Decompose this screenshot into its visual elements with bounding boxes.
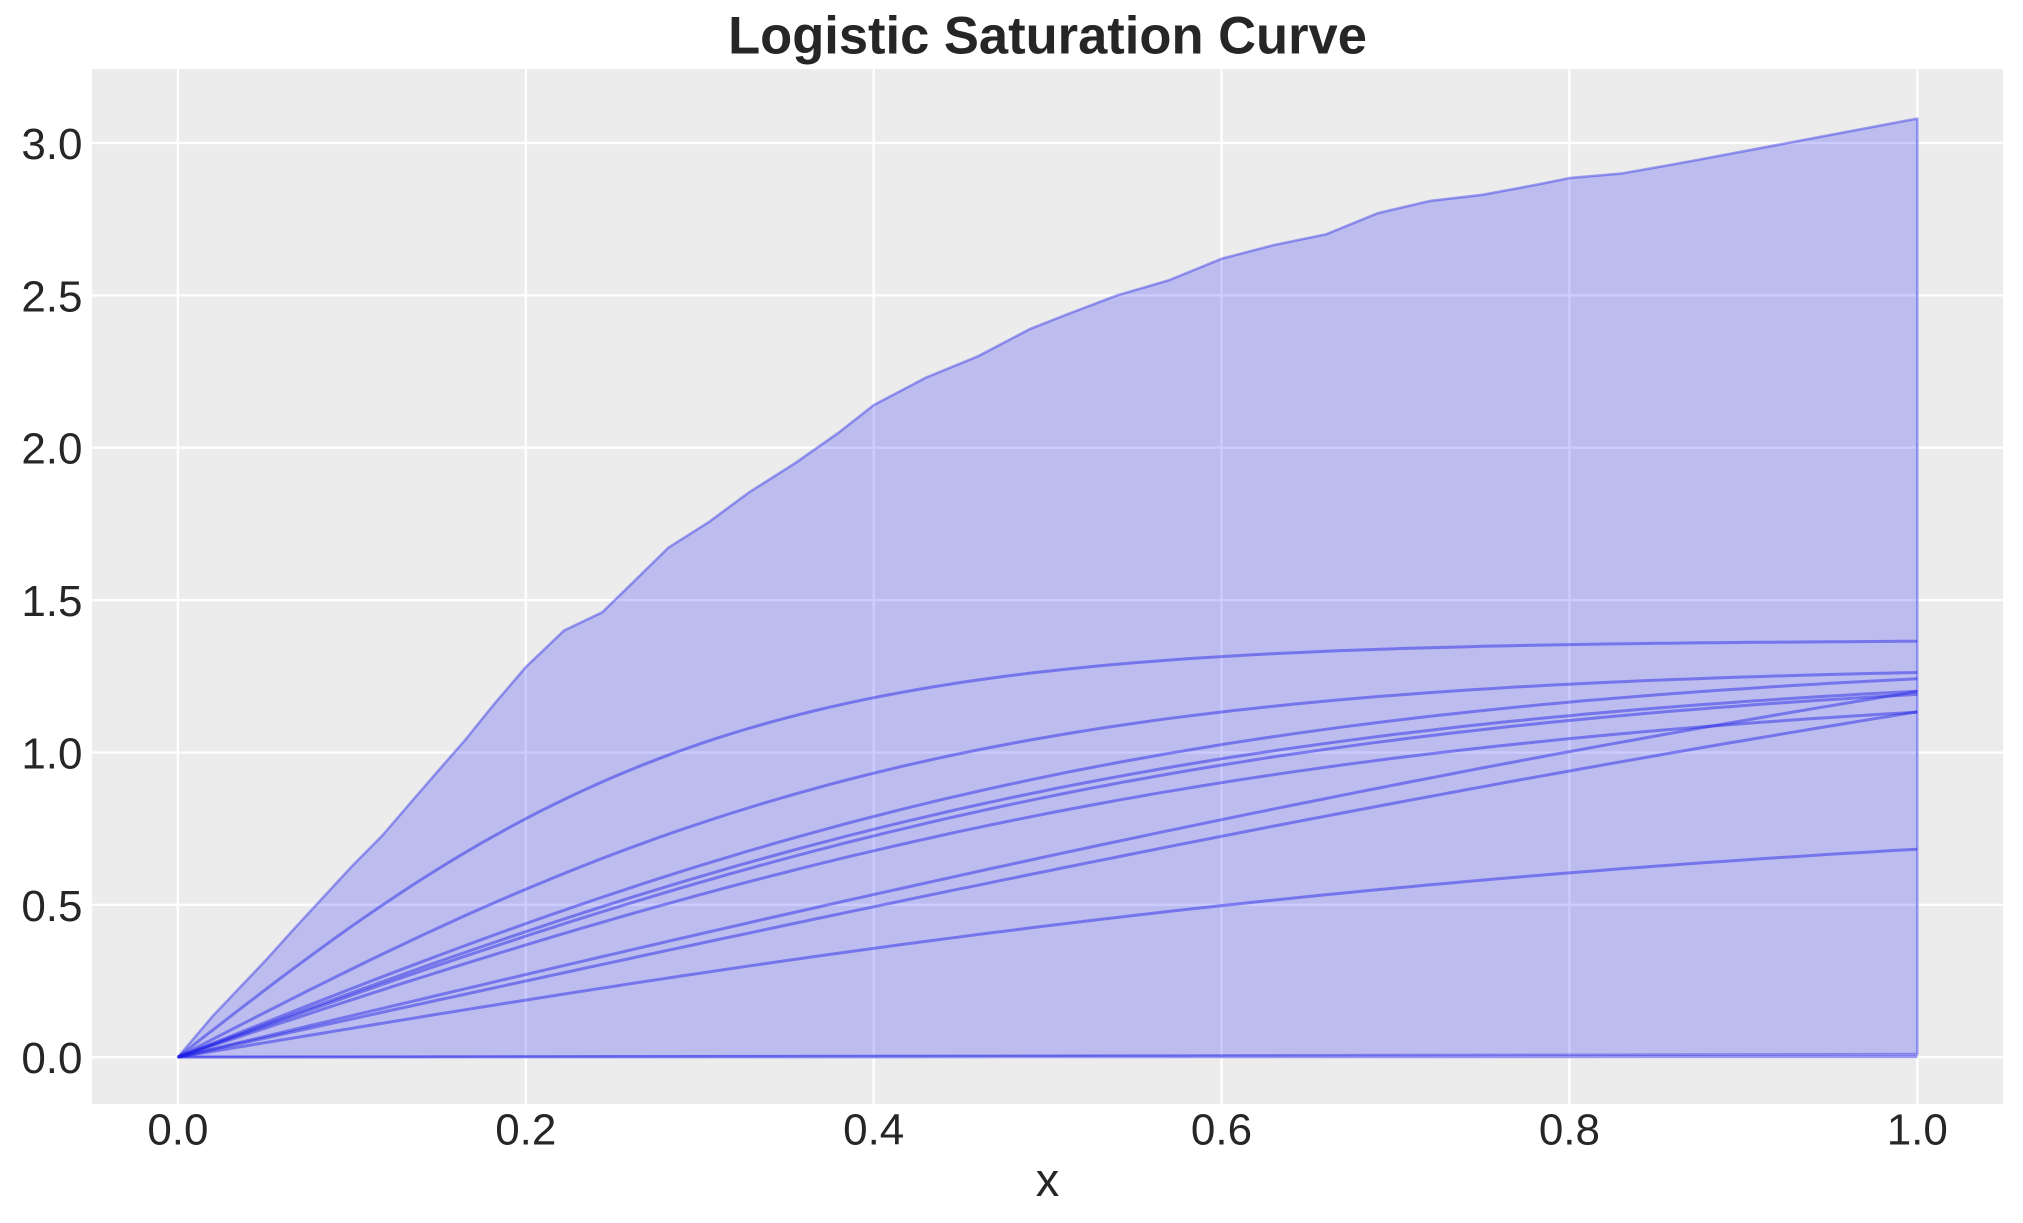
- svg-text:1.0: 1.0: [21, 730, 82, 779]
- svg-text:2.5: 2.5: [21, 272, 82, 321]
- svg-text:0.0: 0.0: [21, 1034, 82, 1083]
- svg-text:3.0: 3.0: [21, 120, 82, 169]
- svg-text:1.0: 1.0: [1887, 1106, 1948, 1155]
- svg-text:0.4: 0.4: [843, 1106, 904, 1155]
- svg-text:0.6: 0.6: [1191, 1106, 1252, 1155]
- svg-text:0.8: 0.8: [1539, 1106, 1600, 1155]
- svg-text:0.2: 0.2: [495, 1106, 556, 1155]
- svg-text:1.5: 1.5: [21, 577, 82, 626]
- svg-text:2.0: 2.0: [21, 425, 82, 474]
- svg-text:0.0: 0.0: [147, 1106, 208, 1155]
- svg-text:Logistic Saturation Curve: Logistic Saturation Curve: [728, 7, 1367, 66]
- svg-text:0.5: 0.5: [21, 882, 82, 931]
- svg-text:x: x: [1036, 1153, 1060, 1206]
